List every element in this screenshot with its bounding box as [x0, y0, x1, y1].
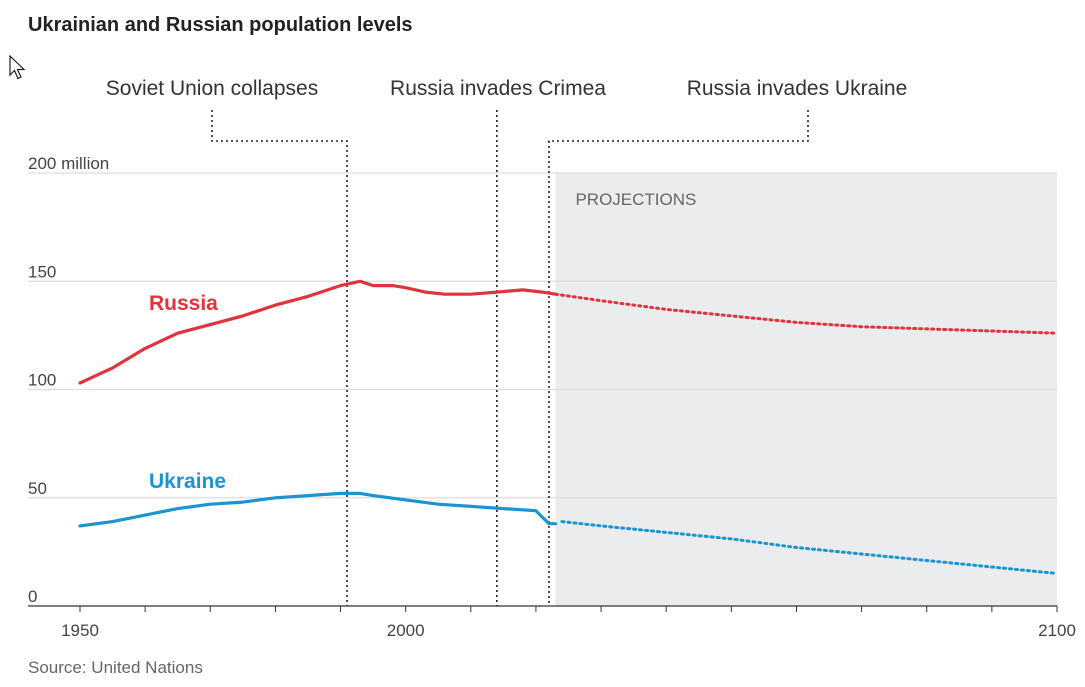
y-tick-label-100: 100 — [28, 371, 56, 390]
y-tick-label-0: 0 — [28, 587, 37, 606]
event-line-0 — [211, 110, 348, 606]
mouse-cursor-icon — [9, 55, 26, 80]
x-tick-label-2000: 2000 — [387, 621, 425, 640]
y-tick-label-150: 150 — [28, 262, 56, 281]
series-projection-russia — [554, 292, 1059, 335]
event-label-0: Soviet Union collapses — [106, 77, 318, 100]
x-tick-label-2100: 2100 — [1038, 621, 1076, 640]
series-label-russia: Russia — [149, 292, 218, 315]
series-line-ukraine — [78, 491, 558, 528]
series-projection-ukraine — [560, 520, 1059, 575]
event-label-2: Russia invades Ukraine — [687, 77, 908, 100]
event-label-1: Russia invades Crimea — [390, 77, 606, 100]
y-tick-label-50: 50 — [28, 479, 47, 498]
projection-label: PROJECTIONS — [575, 190, 696, 209]
y-tick-label-200: 200 million — [28, 154, 109, 173]
series-line-russia — [78, 279, 558, 385]
chart-title: Ukrainian and Russian population levels — [28, 14, 413, 36]
event-line-2 — [548, 110, 809, 606]
series-label-ukraine: Ukraine — [149, 470, 226, 493]
x-tick-label-1950: 1950 — [61, 621, 99, 640]
source-note: Source: United Nations — [28, 658, 203, 677]
